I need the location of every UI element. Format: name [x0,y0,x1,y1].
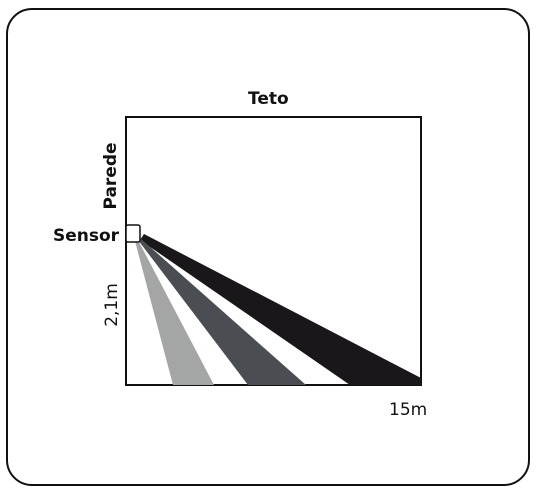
sensor-box [125,224,141,243]
sensor-label: Sensor [53,226,120,246]
distance-label: 15m [389,400,428,420]
wall-label: Parede [101,142,121,210]
diagram-frame [6,8,530,486]
ceiling-label: Teto [248,89,289,109]
beam-far [140,234,421,385]
beam-near [135,240,214,385]
height-label: 2,1m [102,283,122,327]
beam-mid-far [138,238,306,385]
